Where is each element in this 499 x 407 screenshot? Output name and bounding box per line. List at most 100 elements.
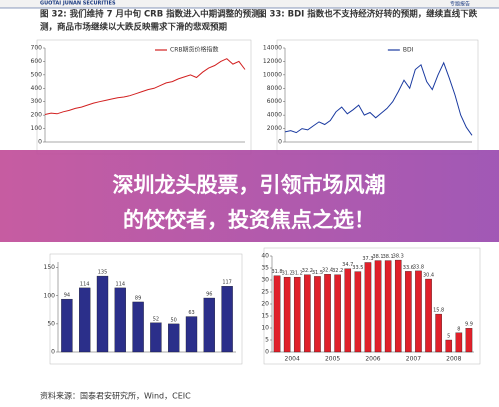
bar [465,328,473,353]
value-label: 34.7 [342,262,353,268]
banner-line: 深圳龙头股票，引领市场风潮 [113,173,386,197]
value-label: 33.8 [413,264,424,270]
y-tick-label: 10000 [263,71,282,78]
y-tick-label: 5 [265,337,269,344]
bar [364,262,372,353]
value-label: 117 [222,280,232,286]
bar [61,298,73,353]
y-tick-label: 10 [261,325,269,332]
y-tick-label: 20 [261,301,269,308]
value-label: 38.3 [393,254,404,260]
banner-line: 的佼佼者，投资焦点之选！ [123,208,375,232]
y-tick-label: 25 [261,289,269,296]
value-label: 5 [447,334,450,340]
y-tick-label: 400 [31,85,43,92]
y-tick-label: 500 [31,71,43,78]
y-tick-label: 200 [31,112,43,119]
y-tick-label: 14000 [263,45,282,52]
line [44,58,246,115]
y-tick-label: 40 [261,253,269,260]
bar [425,278,432,353]
source: 资料来源：国泰君安研究所，Wind，CEIC [40,391,191,401]
value-label: 114 [80,281,90,287]
bar [314,276,321,353]
x-group-label: 2006 [365,356,380,363]
bar [185,316,198,353]
bar [324,274,331,353]
y-tick-label: 15 [261,313,269,320]
y-tick-label: 50 [47,320,55,327]
value-label: 37.3 [362,256,373,262]
value-label: 32.2 [332,268,343,274]
value-label: 38.1 [372,254,383,260]
value-label: 50 [171,317,177,323]
x-group-label: 2005 [325,356,340,363]
y-tick-label: 100 [31,125,43,132]
bar [405,271,412,353]
bar [79,287,91,353]
bar [354,271,362,353]
y-tick-label: 6000 [267,98,282,105]
value-label: 31.2 [292,271,303,277]
bar [304,274,311,353]
x-group-label: 2004 [285,356,300,363]
value-label: 9.9 [465,322,473,328]
plot-frame [49,253,243,365]
value-label: 114 [116,281,126,287]
bar [273,275,281,353]
y-tick-label: 150 [44,264,56,271]
y-tick-label: 30 [261,277,269,284]
legend-label: CRB期货价格指数 [170,46,218,54]
bar [203,297,215,353]
bar [435,313,442,353]
value-label: 31.2 [282,271,293,277]
figure-title: 图 33: BDI 指数也不支持经济好转的预期，继续直线下跌 [258,9,478,20]
bar [283,276,291,353]
y-tick-label: 0 [265,349,269,356]
value-label: 33.6 [403,265,414,271]
plot-frame [36,39,252,155]
bar [293,276,301,353]
bar [96,275,109,353]
value-label: 63 [188,310,194,316]
y-tick-label: 4000 [267,112,282,119]
y-tick-label: 300 [31,98,43,105]
plot-frame [263,247,481,365]
y-tick-label: 12000 [263,58,282,65]
value-label: 31.5 [312,270,323,276]
charts: 图 32: 我们维持 7 月中旬 CRB 指数进入中期调整的预测， 测，商品市场继… [31,9,481,365]
plot-frame [276,39,479,155]
value-label: 52 [153,316,159,322]
company: GUOTAI JUNAN SECURITIES [40,1,116,7]
y-tick-label: 2000 [267,125,282,132]
y-tick-label: 0 [38,139,42,146]
value-label: 31.8 [271,269,282,275]
value-label: 89 [135,295,141,301]
bar [455,332,463,353]
bar [150,322,162,353]
bar [221,286,233,353]
y-tick-label: 600 [31,58,43,65]
banner [0,150,499,242]
bar [374,260,382,353]
value-label: 32.4 [322,268,333,274]
y-tick-label: 0 [278,139,282,146]
y-tick-label: 0 [51,349,55,356]
bar [344,268,352,353]
value-label: 30.4 [423,273,434,279]
figure-title: 测，商品市场继续以大跌反映需求下滑的悲观预期 [40,22,228,33]
value-label: 96 [206,292,212,298]
y-tick-label: 100 [44,292,56,299]
legend-label: BDI [403,47,414,54]
value-label: 94 [64,293,70,299]
value-label: 33.5 [352,265,363,271]
value-label: 8 [457,326,460,332]
bar [168,323,180,353]
y-tick-label: 700 [31,45,43,52]
header-bar [0,0,499,8]
value-label: 32.2 [302,268,313,274]
x-group-label: 2008 [446,356,461,363]
y-tick-label: 35 [261,265,269,272]
